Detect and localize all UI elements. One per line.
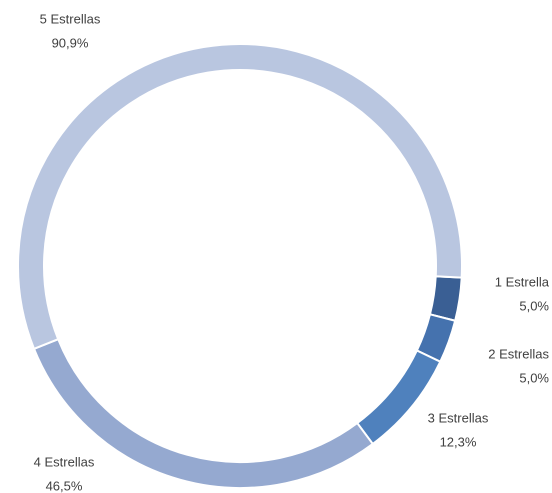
value-label: 12,3% [440, 434, 477, 449]
category-label: 1 Estrella [495, 274, 550, 289]
donut-segment [17, 43, 463, 351]
donut-segment [355, 349, 442, 446]
value-label: 5,0% [519, 370, 549, 385]
category-label: 3 Estrellas [428, 410, 489, 425]
value-label: 5,0% [519, 298, 549, 313]
category-label: 5 Estrellas [40, 11, 101, 26]
value-label: 90,9% [52, 35, 89, 50]
donut-segment [428, 275, 463, 322]
value-label: 46,5% [46, 478, 83, 493]
category-label: 2 Estrellas [488, 346, 549, 361]
category-label: 4 Estrellas [34, 454, 95, 469]
